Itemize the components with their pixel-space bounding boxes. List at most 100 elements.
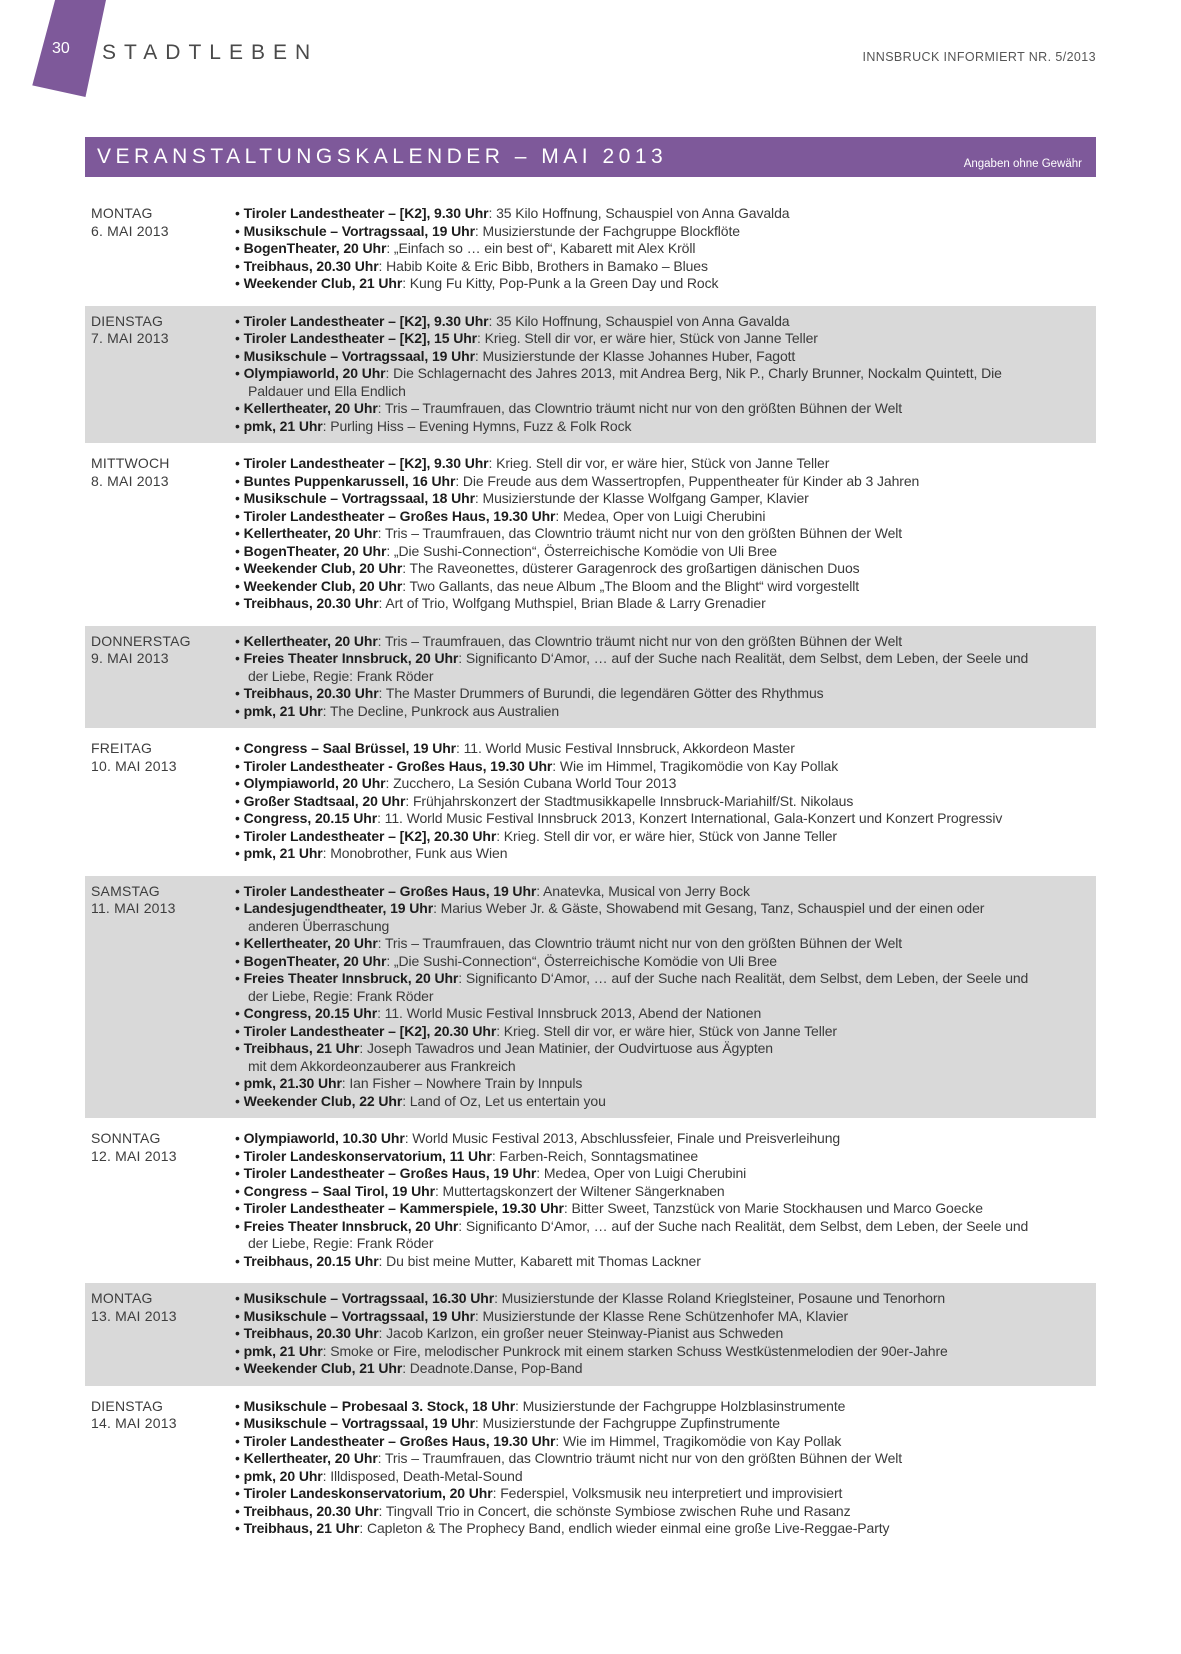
event-list: • Tiroler Landestheater – [K2], 9.30 Uhr… — [235, 313, 1096, 436]
event-description: : „Die Sushi-Connection“, Österreichisch… — [386, 542, 777, 559]
event-description: : Tris – Traumfrauen, das Clowntrio träu… — [377, 400, 903, 416]
day-name: SONNTAG — [91, 1130, 161, 1146]
event-venue-time: pmk, 21 Uhr — [243, 1342, 323, 1359]
event-venue-time: Tiroler Landestheater – Großes Haus, 19.… — [243, 1432, 556, 1449]
day-date: 11. MAI 2013 — [91, 900, 176, 916]
event-item: • Tiroler Landestheater – Großes Haus, 1… — [235, 508, 1038, 526]
event-venue-time: pmk, 21 Uhr — [243, 845, 323, 861]
bullet-icon: • — [235, 560, 244, 576]
event-item: • Congress, 20.15 Uhr: 11. World Music F… — [235, 810, 1038, 828]
event-description: : Krieg. Stell dir vor, er wäre hier, St… — [496, 827, 837, 844]
bullet-icon: • — [235, 1502, 244, 1519]
event-item: • Tiroler Landestheater - Großes Haus, 1… — [235, 758, 1038, 776]
day-row: MONTAG 13. MAI 2013 • Musikschule – Vort… — [85, 1283, 1096, 1386]
bullet-icon: • — [235, 1397, 244, 1414]
event-venue-time: BogenTheater, 20 Uhr — [243, 240, 387, 256]
event-item: • Tiroler Landestheater – Kammerspiele, … — [235, 1200, 1038, 1218]
event-description: : Du bist meine Mutter, Kabarett mit Tho… — [378, 1252, 701, 1269]
event-item: • Olympiaworld, 10.30 Uhr: World Music F… — [235, 1130, 1038, 1148]
bullet-icon: • — [235, 882, 244, 899]
bullet-icon: • — [235, 1147, 244, 1164]
bullet-icon: • — [235, 275, 244, 291]
event-venue-time: Tiroler Landestheater – Großes Haus, 19 … — [243, 1165, 537, 1181]
event-list: • Musikschule – Probesaal 3. Stock, 18 U… — [235, 1398, 1096, 1538]
event-item: • Kellertheater, 20 Uhr: Tris – Traumfra… — [235, 400, 1038, 418]
day-date: 14. MAI 2013 — [91, 1415, 177, 1431]
bullet-icon: • — [235, 792, 244, 809]
event-description: : Frühjahrskonzert der Stadtmusikkapelle… — [405, 792, 854, 809]
event-list: • Olympiaworld, 10.30 Uhr: World Music F… — [235, 1130, 1096, 1270]
event-list: • Tiroler Landestheater – Großes Haus, 1… — [235, 883, 1096, 1111]
event-list: • Tiroler Landestheater – [K2], 9.30 Uhr… — [235, 205, 1096, 293]
day-name: MITTWOCH — [91, 455, 170, 471]
event-venue-time: Tiroler Landestheater – [K2], 15 Uhr — [243, 330, 478, 346]
bullet-icon: • — [235, 490, 244, 506]
event-description: : Musizierstunde der Fachgruppe Blockflö… — [474, 222, 740, 239]
page-number-ribbon: 30 — [32, 0, 106, 97]
bullet-icon: • — [235, 1290, 244, 1306]
day-row: MITTWOCH 8. MAI 2013 • Tiroler Landesthe… — [85, 448, 1096, 621]
event-item: • Freies Theater Innsbruck, 20 Uhr: Sign… — [235, 970, 1038, 1005]
event-description: : Krieg. Stell dir vor, er wäre hier, St… — [477, 330, 818, 346]
event-description: : Bitter Sweet, Tanzstück von Marie Stoc… — [563, 1200, 983, 1216]
day-name: FREITAG — [91, 740, 153, 756]
event-item: • Musikschule – Vortragssaal, 16.30 Uhr:… — [235, 1290, 1038, 1308]
bullet-icon: • — [235, 222, 244, 239]
event-description: : Smoke or Fire, melodischer Punkrock mi… — [322, 1342, 948, 1359]
day-name: MONTAG — [91, 205, 153, 221]
event-item: • Treibhaus, 20.30 Uhr: Art of Trio, Wol… — [235, 595, 1038, 613]
day-date: 9. MAI 2013 — [91, 650, 169, 666]
event-list: • Congress – Saal Brüssel, 19 Uhr: 11. W… — [235, 740, 1096, 863]
event-list: • Musikschule – Vortragssaal, 16.30 Uhr:… — [235, 1290, 1096, 1378]
event-venue-time: Musikschule – Vortragssaal, 19 Uhr — [243, 1307, 475, 1324]
event-description: : Farben-Reich, Sonntagsmatinee — [491, 1147, 699, 1164]
bullet-icon: • — [235, 1415, 244, 1431]
event-item: • Treibhaus, 20.30 Uhr: Jacob Karlzon, e… — [235, 1325, 1038, 1343]
bullet-icon: • — [235, 1165, 244, 1181]
event-item: • Tiroler Landestheater – [K2], 20.30 Uh… — [235, 1023, 1038, 1041]
event-item: • Großer Stadtsaal, 20 Uhr: Frühjahrskon… — [235, 793, 1038, 811]
bullet-icon: • — [235, 650, 244, 666]
event-item: • Treibhaus, 20.30 Uhr: Tingvall Trio in… — [235, 1503, 1038, 1521]
day-label: SAMSTAG 11. MAI 2013 — [85, 883, 235, 1111]
event-venue-time: Kellertheater, 20 Uhr — [243, 525, 378, 541]
bullet-icon: • — [235, 827, 244, 844]
event-venue-time: Tiroler Landestheater – [K2], 9.30 Uhr — [243, 312, 489, 329]
event-venue-time: Kellertheater, 20 Uhr — [243, 632, 378, 649]
event-venue-time: Olympiaworld, 20 Uhr — [243, 365, 386, 381]
event-description: : Federspiel, Volksmusik neu interpretie… — [492, 1485, 843, 1501]
event-venue-time: Tiroler Landestheater – [K2], 9.30 Uhr — [243, 205, 489, 221]
event-venue-time: Landesjugendtheater, 19 Uhr — [243, 900, 434, 916]
event-description: : Krieg. Stell dir vor, er wäre hier, St… — [488, 455, 830, 471]
bullet-icon: • — [235, 970, 244, 986]
event-item: • Congress – Saal Tirol, 19 Uhr: Muttert… — [235, 1183, 1038, 1201]
event-venue-time: Weekender Club, 20 Uhr — [243, 577, 403, 594]
event-description: : 11. World Music Festival Innsbruck, Ak… — [456, 740, 795, 756]
event-venue-time: Treibhaus, 20.30 Uhr — [243, 685, 379, 701]
event-description: : Tris – Traumfrauen, das Clowntrio träu… — [377, 632, 903, 649]
event-description: : Die Freude aus dem Wassertropfen, Pupp… — [455, 472, 920, 489]
event-item: • Musikschule – Vortragssaal, 19 Uhr: Mu… — [235, 1308, 1038, 1326]
event-venue-time: Großer Stadtsaal, 20 Uhr — [243, 792, 406, 809]
bullet-icon: • — [235, 1467, 244, 1484]
event-item: • Congress – Saal Brüssel, 19 Uhr: 11. W… — [235, 740, 1038, 758]
event-venue-time: Musikschule – Vortragssaal, 19 Uhr — [243, 222, 475, 239]
event-venue-time: Freies Theater Innsbruck, 20 Uhr — [243, 1217, 459, 1234]
event-description: : 35 Kilo Hoffnung, Schauspiel von Anna … — [488, 312, 790, 329]
bullet-icon: • — [235, 1005, 244, 1021]
event-description: : The Decline, Punkrock aus Australien — [322, 702, 560, 719]
event-description: : Die Schlagernacht des Jahres 2013, mit… — [248, 365, 1002, 399]
event-description: : 11. World Music Festival Innsbruck 201… — [377, 1005, 762, 1021]
event-item: • Kellertheater, 20 Uhr: Tris – Traumfra… — [235, 525, 1038, 543]
bullet-icon: • — [235, 1325, 244, 1341]
bullet-icon: • — [235, 632, 244, 649]
event-venue-time: Tiroler Landestheater - Großes Haus, 19.… — [243, 757, 553, 774]
event-venue-time: Congress – Saal Tirol, 19 Uhr — [243, 1182, 435, 1199]
event-item: • Treibhaus, 21 Uhr: Joseph Tawadros und… — [235, 1040, 1038, 1075]
day-row: DIENSTAG 7. MAI 2013 • Tiroler Landesthe… — [85, 305, 1096, 443]
event-venue-time: Treibhaus, 21 Uhr — [243, 1040, 360, 1056]
bullet-icon: • — [235, 312, 244, 329]
event-item: • Kellertheater, 20 Uhr: Tris – Traumfra… — [235, 1450, 1038, 1468]
event-description: : Art of Trio, Wolfgang Muthspiel, Brian… — [378, 595, 766, 611]
event-item: • Treibhaus, 20.30 Uhr: Habib Koite & Er… — [235, 258, 1038, 276]
